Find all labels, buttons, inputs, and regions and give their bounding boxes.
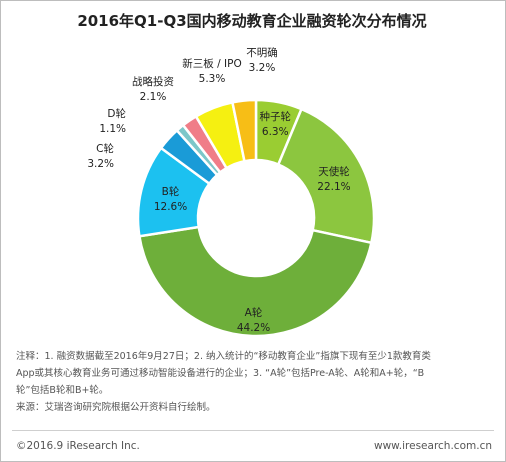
slice-value-1: 22.1% bbox=[317, 181, 350, 193]
copyright-text: ©2016.9 iResearch Inc. bbox=[16, 440, 140, 452]
note-line-3: 轮”包括B轮和B+轮。 bbox=[16, 385, 109, 396]
slice-label-6: 战略投资 bbox=[132, 75, 174, 88]
slice-8 bbox=[230, 98, 258, 163]
slice-value-3: 12.6% bbox=[154, 201, 187, 213]
slice-value-6: 2.1% bbox=[140, 91, 167, 103]
slice-label-3: B轮 bbox=[162, 185, 180, 198]
slice-label-4: C轮 bbox=[96, 142, 114, 155]
slice-1 bbox=[276, 107, 376, 245]
slice-value-4: 3.2% bbox=[87, 158, 114, 170]
note-line-1: 注释：1. 融资数据截至2016年9月27日；2. 纳入统计的“移动教育企业”指… bbox=[16, 351, 431, 362]
slice-value-7: 5.3% bbox=[199, 73, 226, 85]
slice-label-0: 种子轮 bbox=[260, 110, 292, 123]
footer-divider bbox=[12, 430, 494, 431]
website-text: www.iresearch.com.cn bbox=[373, 440, 492, 452]
source-line: 来源：艾瑞咨询研究院根据公开资料自行绘制。 bbox=[16, 402, 216, 413]
slice-label-5: D轮 bbox=[107, 107, 126, 120]
note-line-2: App或其核心教育业务可通过移动智能设备进行的企业；3. “A轮”包括Pre-A… bbox=[16, 368, 425, 379]
chart-notes: 注释：1. 融资数据截至2016年9月27日；2. 纳入统计的“移动教育企业”指… bbox=[16, 348, 494, 416]
slice-2 bbox=[137, 225, 373, 338]
slice-value-0: 6.3% bbox=[262, 126, 289, 138]
slice-label-2: A轮 bbox=[245, 306, 263, 319]
slice-value-2: 44.2% bbox=[237, 322, 270, 334]
slice-label-7: 新三板 / IPO bbox=[182, 57, 241, 70]
slice-label-1: 天使轮 bbox=[318, 165, 350, 178]
slice-value-8: 3.2% bbox=[249, 62, 276, 74]
slice-value-5: 1.1% bbox=[99, 123, 126, 135]
slice-label-8: 不明确 bbox=[246, 46, 278, 59]
chart-title: 2016年Q1-Q3国内移动教育企业融资轮次分布情况 bbox=[77, 12, 427, 30]
donut-chart: 种子轮 6.3% 天使轮 22.1% A轮 44.2% B轮 12.6% C轮 3.2% D轮 1.1… bbox=[87, 46, 376, 338]
